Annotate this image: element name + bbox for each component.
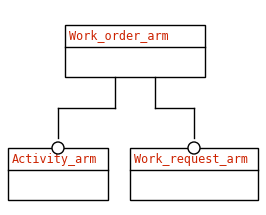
Circle shape bbox=[188, 142, 200, 154]
Circle shape bbox=[52, 142, 64, 154]
Text: Work_request_arm: Work_request_arm bbox=[134, 152, 248, 166]
Text: Activity_arm: Activity_arm bbox=[12, 152, 98, 166]
Bar bbox=[65, 25, 205, 77]
Text: Work_order_arm: Work_order_arm bbox=[69, 29, 169, 43]
Bar bbox=[8, 148, 108, 200]
Bar bbox=[130, 148, 258, 200]
